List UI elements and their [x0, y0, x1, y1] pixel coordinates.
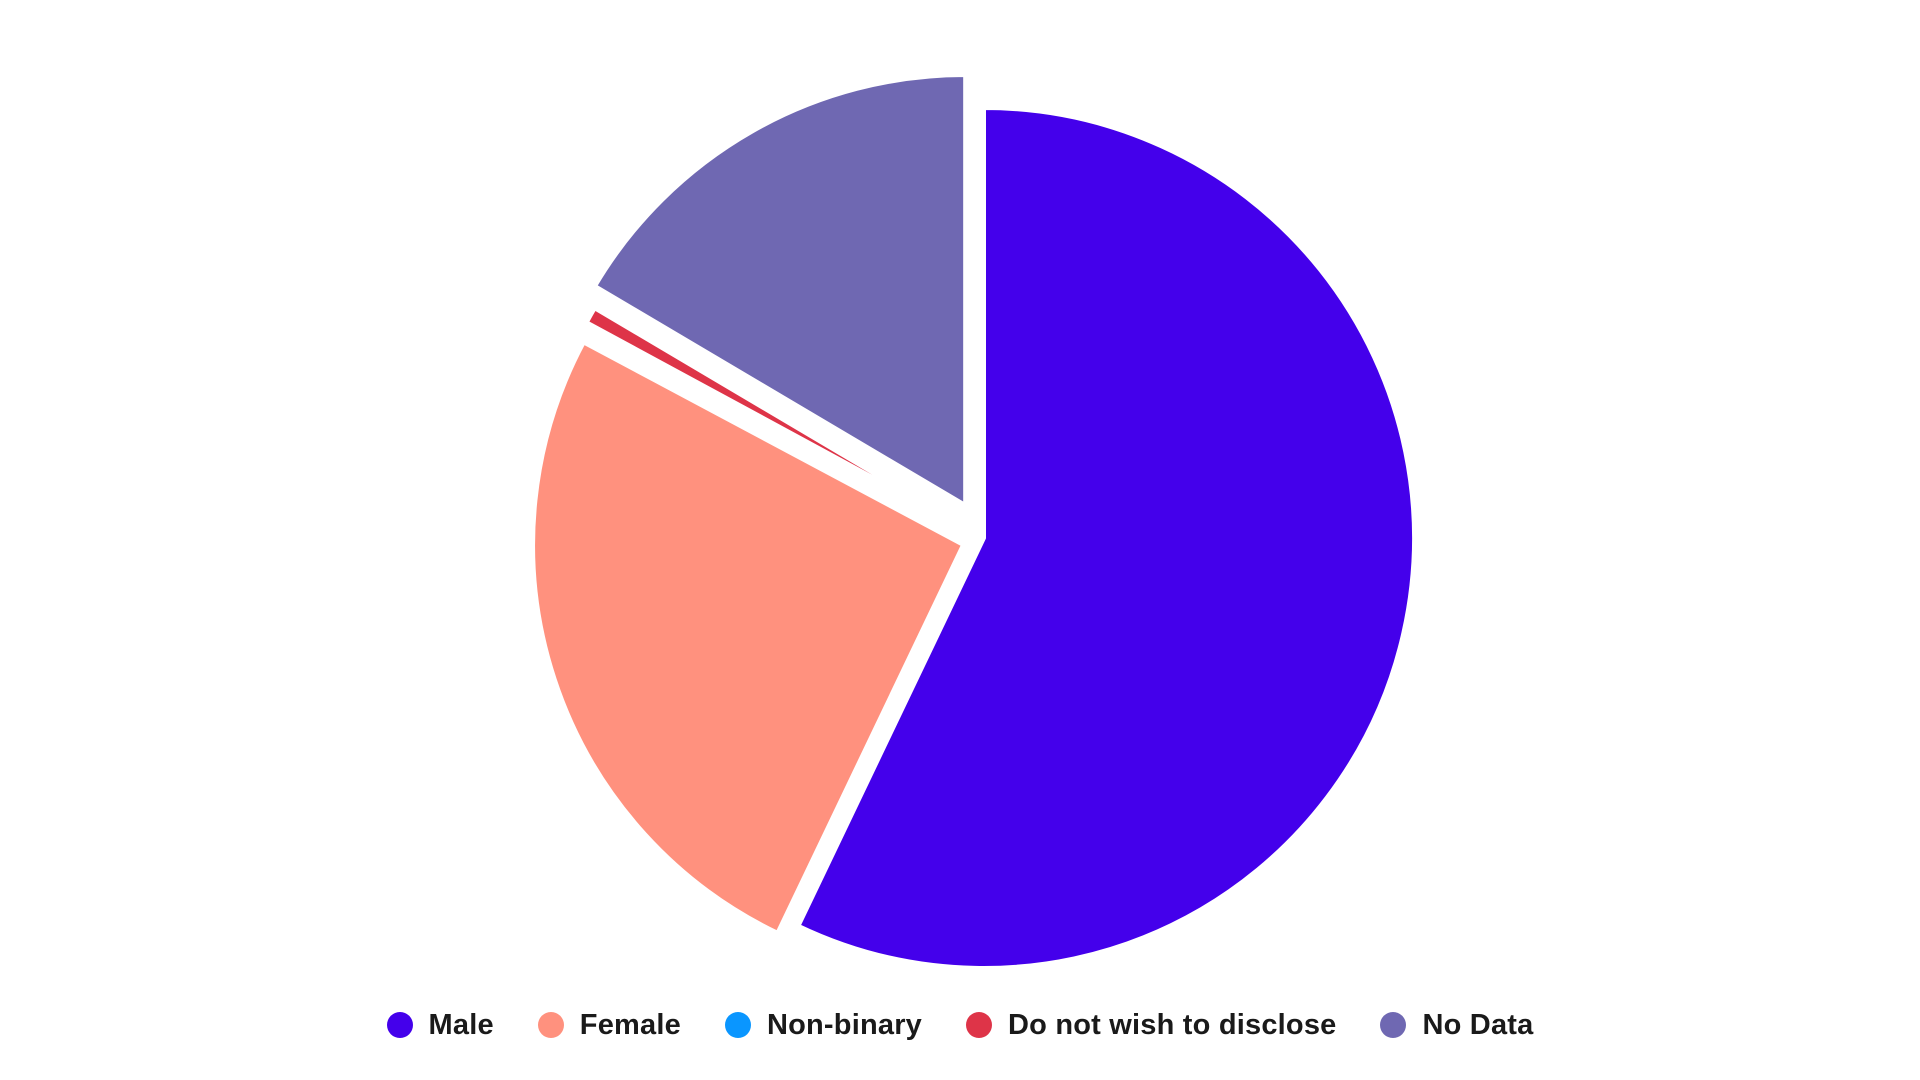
legend-label-do-not-wish-to-disclose: Do not wish to disclose	[1008, 1008, 1337, 1041]
pie-chart	[531, 72, 1416, 970]
pie-slice-male[interactable]	[796, 106, 1416, 970]
legend-label-non-binary: Non-binary	[766, 1008, 923, 1041]
legend-swatch-male	[386, 1012, 413, 1038]
chart-legend: Male Female Non-binary Do not wish to di…	[0, 1000, 1920, 1050]
legend-swatch-no-data	[1380, 1012, 1407, 1038]
legend-label-male: Male	[428, 1008, 494, 1041]
legend-item-non-binary[interactable]: Non-binary	[724, 1008, 923, 1042]
legend-item-female[interactable]: Female	[537, 1008, 681, 1042]
legend-item-no-data[interactable]: No Data	[1380, 1009, 1533, 1042]
pie-slice-no-data[interactable]	[593, 72, 968, 507]
legend-item-do-not-wish-to-disclose[interactable]: Do not wish to disclose	[966, 1009, 1336, 1042]
pie-slices	[531, 72, 1416, 970]
legend-swatch-female	[537, 1012, 564, 1038]
legend-swatch-do-not-wish-to-disclose	[966, 1012, 993, 1038]
pie-chart-svg	[531, 72, 1416, 970]
legend-label-female: Female	[579, 1008, 681, 1041]
legend-item-male[interactable]: Male	[386, 1008, 494, 1042]
pie-slice-do-not-wish-to-disclose[interactable]	[584, 306, 967, 530]
legend-label-no-data: No Data	[1422, 1008, 1534, 1041]
pie-slice-female[interactable]	[531, 340, 966, 935]
legend-swatch-non-binary	[724, 1012, 751, 1038]
